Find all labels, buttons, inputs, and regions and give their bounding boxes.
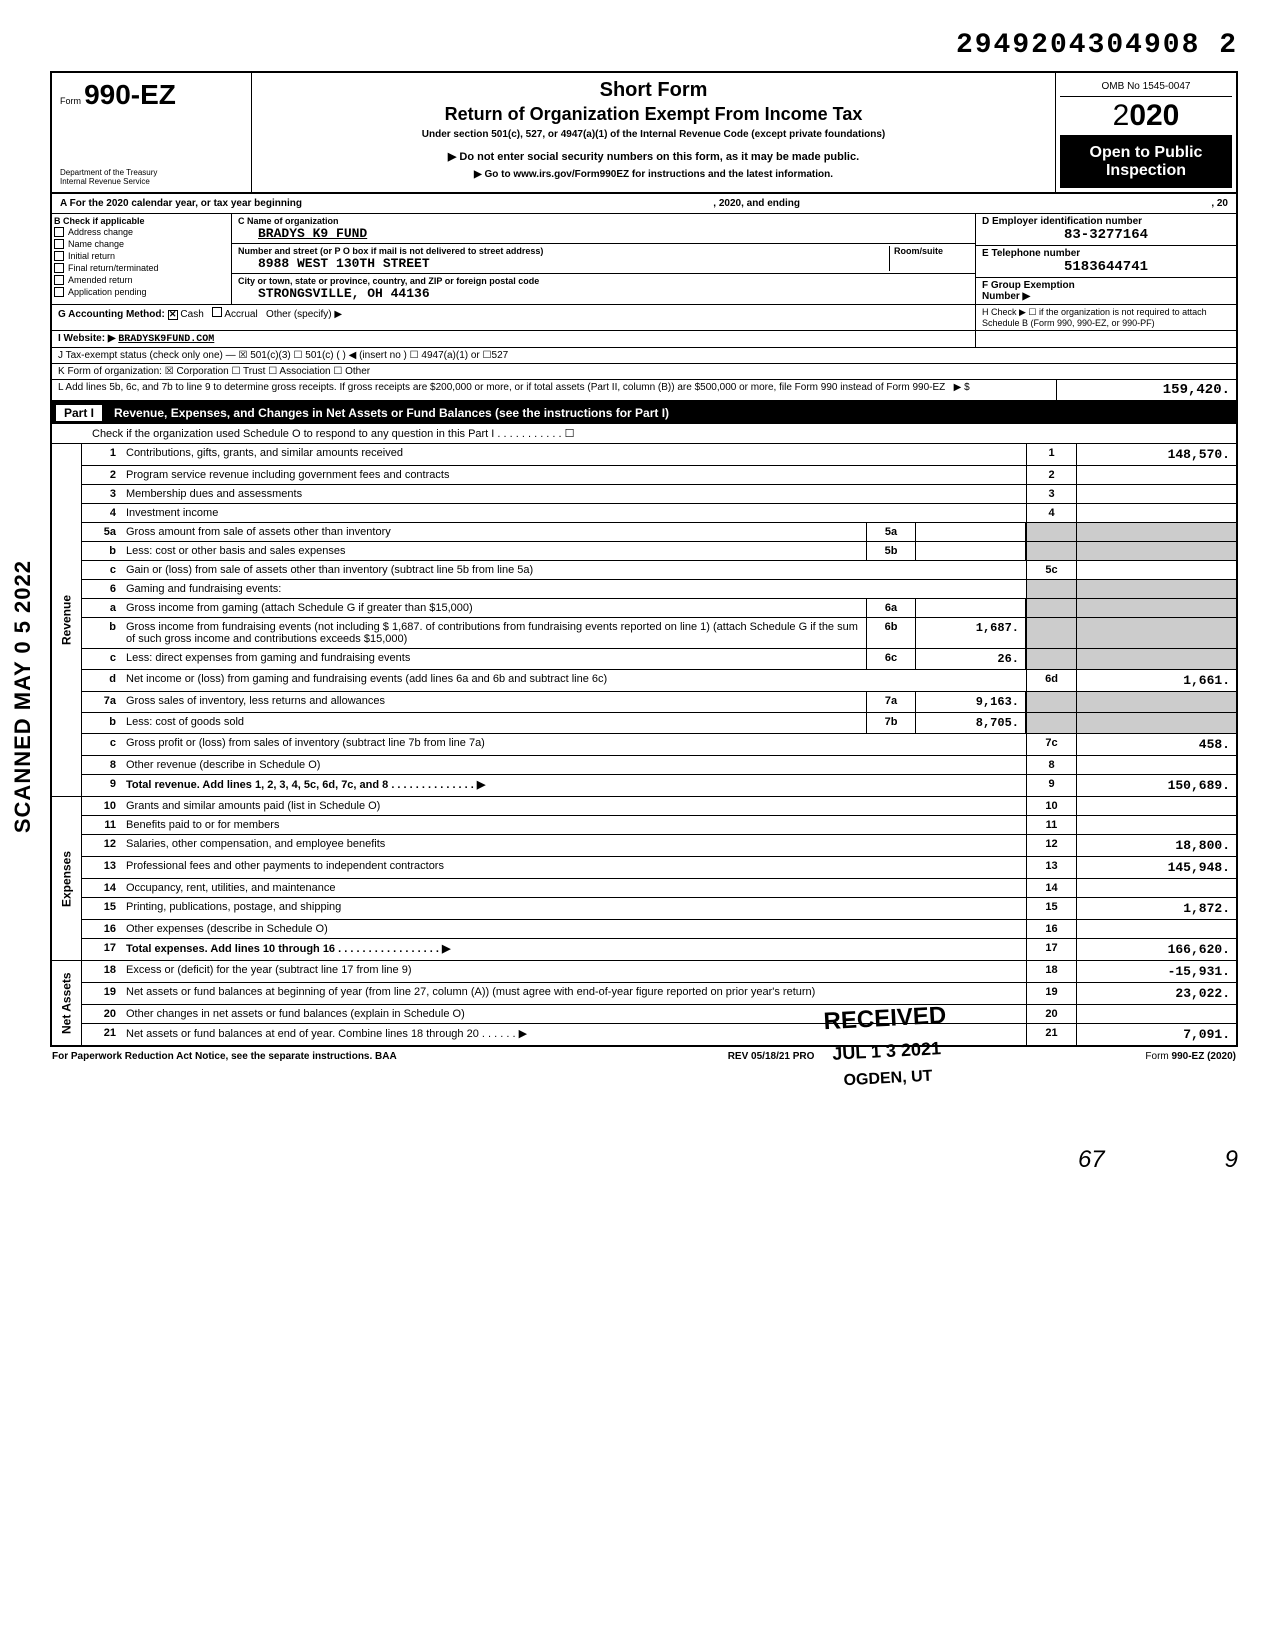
financial-table: Revenue 1Contributions, gifts, grants, a… [50,444,1238,1047]
row-g: G Accounting Method: ✕ Cash Accrual Othe… [50,305,1238,331]
line6d-value: 1,661. [1076,670,1236,691]
form-title: Short Form [260,79,1047,102]
form-number: 990-EZ [84,79,176,110]
row-k: K Form of organization: ☒ Corporation ☐ … [50,364,1238,380]
ein-label: D Employer identification number [982,216,1230,227]
line6b-value: 1,687. [916,618,1026,648]
row-l: L Add lines 5b, 6c, and 7b to line 9 to … [50,380,1238,402]
chk-amended[interactable] [54,275,64,285]
form-prefix: Form [60,96,81,106]
open-public-badge: Open to Public Inspection [1060,136,1232,188]
street-value: 8988 WEST 130TH STREET [238,256,889,271]
chk-address[interactable] [54,227,64,237]
org-name-value: BRADYS K9 FUND [238,226,969,241]
document-number: 2949204304908 2 [50,30,1238,61]
line9-value: 150,689. [1076,775,1236,796]
line17-value: 166,620. [1076,939,1236,960]
dept-label: Department of the Treasury Internal Reve… [60,168,243,186]
handwritten-page-numbers: 67 9 [50,1146,1238,1174]
org-name-label: C Name of organization [238,216,969,226]
line12-value: 18,800. [1076,835,1236,856]
line13-value: 145,948. [1076,857,1236,878]
part1-header: Part I Revenue, Expenses, and Changes in… [50,402,1238,424]
block-bcd: B Check if applicable Address change Nam… [50,214,1238,305]
ein-value: 83-3277164 [982,227,1230,243]
col-b-header: B Check if applicable [54,216,229,226]
line7c-value: 458. [1076,734,1236,755]
chk-name[interactable] [54,239,64,249]
received-stamp: RECEIVED JUL 1 3 2021 OGDEN, UT [823,1002,950,1091]
row-h: H Check ▶ ☐ if the organization is not r… [976,305,1236,330]
form-under: Under section 501(c), 527, or 4947(a)(1)… [260,129,1047,140]
room-label: Room/suite [889,246,969,271]
row-i: I Website: ▶ BRADYSK9FUND.COM [50,331,1238,348]
chk-cash[interactable]: ✕ [168,310,178,320]
tel-value: 5183644741 [982,259,1230,275]
chk-accrual[interactable] [212,307,222,317]
side-netassets: Net Assets [52,961,82,1045]
city-value: STRONGSVILLE, OH 44136 [238,286,969,301]
form-header: Form 990-EZ Department of the Treasury I… [50,71,1238,194]
line21-value: 7,091. [1076,1024,1236,1045]
side-revenue: Revenue [52,444,82,796]
line1-value: 148,570. [1076,444,1236,465]
gross-receipts-value: 159,420. [1056,380,1236,400]
line15-value: 1,872. [1076,898,1236,919]
page-footer: For Paperwork Reduction Act Notice, see … [50,1047,1238,1066]
line7a-value: 9,163. [916,692,1026,712]
form-link: ▶ Go to www.irs.gov/Form990EZ for instru… [260,169,1047,180]
line18-value: -15,931. [1076,961,1236,982]
part1-sub: Check if the organization used Schedule … [50,424,1238,444]
form-subtitle: Return of Organization Exempt From Incom… [260,104,1047,125]
street-label: Number and street (or P O box if mail is… [238,246,889,256]
website-value: BRADYSK9FUND.COM [118,334,214,345]
chk-final[interactable] [54,263,64,273]
row-j: J Tax-exempt status (check only one) — ☒… [50,348,1238,364]
omb-number: OMB No 1545-0047 [1060,77,1232,97]
tax-year: 2020 [1060,97,1232,136]
chk-initial[interactable] [54,251,64,261]
group-exemption-label: F Group Exemption Number ▶ [976,278,1236,304]
scanned-stamp: SCANNED MAY 0 5 2022 [10,560,36,833]
line19-value: 23,022. [1076,983,1236,1004]
line6c-value: 26. [916,649,1026,669]
row-a: A For the 2020 calendar year, or tax yea… [50,194,1238,214]
city-label: City or town, state or province, country… [238,276,969,286]
line7b-value: 8,705. [916,713,1026,733]
tel-label: E Telephone number [982,248,1230,259]
form-note: ▶ Do not enter social security numbers o… [260,150,1047,163]
chk-pending[interactable] [54,287,64,297]
side-expenses: Expenses [52,797,82,960]
